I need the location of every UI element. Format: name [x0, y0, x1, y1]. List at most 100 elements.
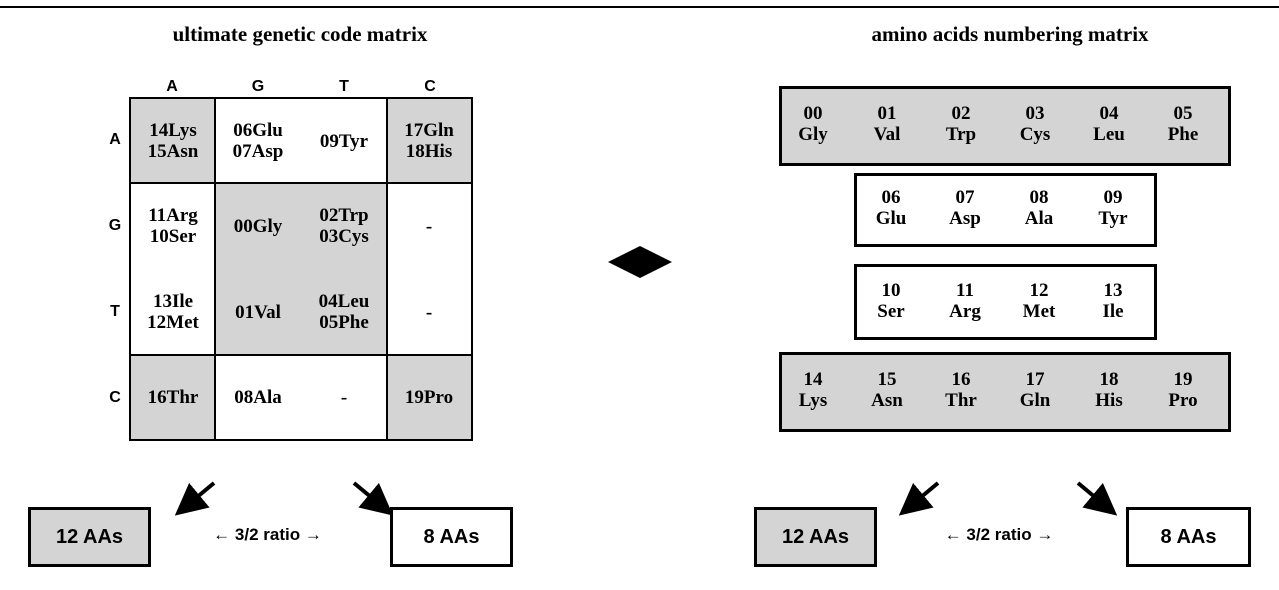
- shade-cc: [387, 355, 471, 439]
- amino-acid-code: Asn: [871, 390, 903, 411]
- amino-acid-index: 06: [881, 187, 901, 208]
- divider: [131, 182, 471, 184]
- amino-acid-number-15: 15 Asn: [857, 369, 917, 411]
- cell-cc: 19Pro: [404, 386, 454, 408]
- amino-acid-code: Ala: [1024, 208, 1054, 229]
- divider: [214, 99, 216, 183]
- amino-acid-index: 08: [1029, 187, 1049, 208]
- shade-ca: [131, 355, 215, 439]
- right-ratio-label: ← 3/2 ratio →: [944, 525, 1054, 544]
- row-header-t: T: [110, 303, 120, 320]
- left-title: ultimate genetic code matrix: [172, 22, 428, 46]
- amino-acid-code: Gln: [1019, 390, 1051, 411]
- cell-ga: 11Arg 10Ser: [148, 205, 198, 247]
- numbering-row-1: [779, 86, 1231, 166]
- amino-acid-code: Gly: [798, 124, 828, 145]
- divider: [214, 183, 216, 439]
- cell-ct: -: [340, 386, 348, 408]
- row-header-a: A: [109, 131, 121, 148]
- row-header-g: G: [108, 217, 122, 234]
- amino-acid-number-00: 00 Gly: [783, 103, 843, 145]
- divider: [386, 99, 388, 183]
- amino-acid-index: 10: [881, 280, 901, 301]
- amino-acid-index: 09: [1103, 187, 1123, 208]
- amino-acid-code: Val: [873, 124, 901, 145]
- amino-acid-number-01: 01 Val: [857, 103, 917, 145]
- amino-acid-number-08: 08 Ala: [1009, 187, 1069, 229]
- divider: [131, 354, 471, 356]
- col-header-t: T: [339, 78, 349, 95]
- cell-tt: 04Leu 05Phe: [318, 291, 370, 333]
- cell-gc: -: [425, 215, 433, 237]
- cell-tg: 01Val: [235, 301, 281, 323]
- amino-acid-number-06: 06 Glu: [861, 187, 921, 229]
- cell-ta: 13Ile 12Met: [147, 291, 199, 333]
- amino-acid-code: Leu: [1093, 124, 1125, 145]
- cell-ag: 06Glu 07Asp: [232, 120, 284, 162]
- amino-acid-number-04: 04 Leu: [1079, 103, 1139, 145]
- amino-acid-code: Lys: [798, 390, 828, 411]
- shade-center: [215, 183, 387, 355]
- top-rule: [0, 6, 1279, 8]
- shade-ac: [387, 99, 471, 183]
- right-title: amino acids numbering matrix: [871, 22, 1149, 46]
- amino-acid-code: Met: [1022, 301, 1056, 322]
- arrow-down-right-icon: [1076, 481, 1118, 516]
- amino-acid-index: 18: [1099, 369, 1119, 390]
- amino-acid-number-17: 17 Gln: [1005, 369, 1065, 411]
- arrow-down-left-icon: [174, 481, 216, 516]
- col-header-a: A: [166, 78, 178, 95]
- cell-cg: 08Ala: [234, 386, 282, 408]
- amino-acid-number-07: 07 Asp: [935, 187, 995, 229]
- right-12-aas-box: 12 AAs: [754, 507, 877, 567]
- amino-acid-number-10: 10 Ser: [861, 280, 921, 322]
- cell-ac: 17Gln 18His: [404, 120, 454, 162]
- amino-acid-index: 03: [1025, 103, 1045, 124]
- amino-acid-code: Pro: [1168, 390, 1198, 411]
- cell-gg: 00Gly: [233, 215, 283, 237]
- amino-acid-number-05: 05 Phe: [1153, 103, 1213, 145]
- amino-acid-index: 15: [877, 369, 897, 390]
- amino-acid-code: Thr: [945, 390, 977, 411]
- left-ratio-label: ← 3/2 ratio →: [213, 525, 322, 544]
- cell-gt: 02Trp 03Cys: [319, 205, 369, 247]
- col-header-g: G: [251, 78, 265, 95]
- amino-acid-index: 13: [1103, 280, 1123, 301]
- amino-acid-number-16: 16 Thr: [931, 369, 991, 411]
- arrow-down-right-icon: [352, 481, 394, 516]
- amino-acid-code: His: [1095, 390, 1123, 411]
- amino-acid-code: Phe: [1167, 124, 1199, 145]
- shade-aa: [131, 99, 215, 183]
- amino-acid-index: 14: [803, 369, 823, 390]
- amino-acid-index: 11: [956, 280, 974, 301]
- amino-acid-index: 00: [803, 103, 823, 124]
- numbering-row-3: [854, 264, 1157, 340]
- cell-aa: 14Lys 15Asn: [147, 120, 199, 162]
- amino-acid-index: 07: [955, 187, 975, 208]
- amino-acid-index: 16: [951, 369, 971, 390]
- amino-acid-number-03: 03 Cys: [1005, 103, 1065, 145]
- arrow-down-left-icon: [898, 481, 940, 516]
- amino-acid-code: Cys: [1019, 124, 1051, 145]
- amino-acid-number-18: 18 His: [1079, 369, 1139, 411]
- col-header-c: C: [424, 78, 436, 95]
- amino-acid-index: 02: [951, 103, 971, 124]
- row-header-c: C: [109, 389, 121, 406]
- amino-acid-code: Asp: [949, 208, 981, 229]
- numbering-row-4: [779, 352, 1231, 432]
- cell-ca: 16Thr: [147, 386, 199, 408]
- amino-acid-number-12: 12 Met: [1009, 280, 1069, 322]
- amino-acid-number-11: 11 Arg: [935, 280, 995, 322]
- amino-acid-number-09: 09 Tyr: [1083, 187, 1143, 229]
- numbering-row-2: [854, 173, 1157, 247]
- amino-acid-index: 01: [877, 103, 897, 124]
- amino-acid-index: 12: [1029, 280, 1049, 301]
- amino-acid-code: Arg: [949, 301, 981, 322]
- left-8-aas-box: 8 AAs: [390, 507, 513, 567]
- amino-acid-code: Ser: [877, 301, 905, 322]
- right-8-aas-box: 8 AAs: [1126, 507, 1251, 567]
- amino-acid-code: Trp: [945, 124, 977, 145]
- amino-acid-number-19: 19 Pro: [1153, 369, 1213, 411]
- amino-acid-index: 17: [1025, 369, 1045, 390]
